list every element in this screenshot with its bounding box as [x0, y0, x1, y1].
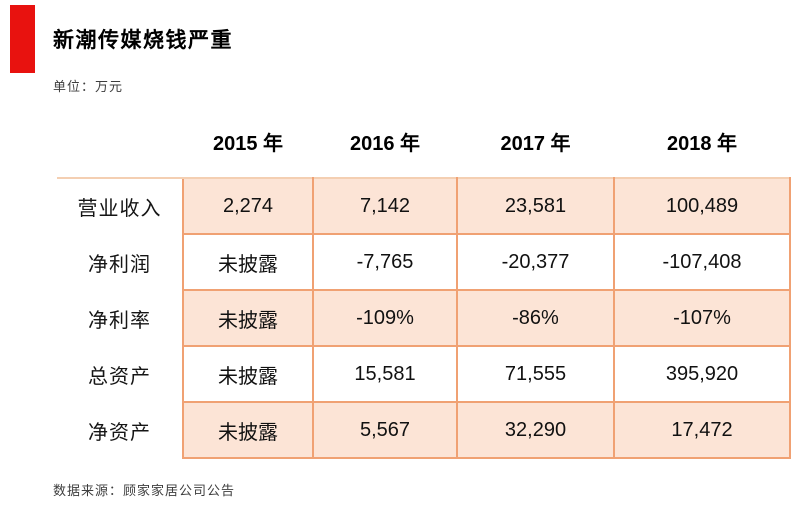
row-label: 净利率 — [57, 290, 183, 346]
table-cell: 23,581 — [456, 177, 615, 235]
row-label: 净利润 — [57, 234, 183, 290]
table-cell: 未披露 — [182, 289, 314, 347]
table-cell: 395,920 — [613, 345, 791, 403]
year-header-row: 2015 年 2016 年 2017 年 2018 年 — [57, 105, 790, 178]
financial-table: 2015 年 2016 年 2017 年 2018 年 营业收入 2,274 7… — [57, 105, 791, 459]
table-cell: 32,290 — [456, 401, 615, 459]
row-label: 总资产 — [57, 346, 183, 402]
table-cell: 未披露 — [182, 233, 314, 291]
table-cell: -86% — [456, 289, 615, 347]
table-cell: 7,142 — [312, 177, 458, 235]
table-cell: 未披露 — [182, 345, 314, 403]
table-cell: 未披露 — [182, 401, 314, 459]
row-label: 营业收入 — [57, 177, 183, 234]
table-cell: 100,489 — [613, 177, 791, 235]
table-cell: -20,377 — [456, 233, 615, 291]
unit-label: 单位：万元 — [53, 79, 124, 94]
row-label: 净资产 — [57, 402, 183, 458]
table-cell: 71,555 — [456, 345, 615, 403]
red-accent-block — [10, 5, 35, 73]
table-cell: 2,274 — [182, 177, 314, 235]
table-row-net-margin: 净利率 未披露 -109% -86% -107% — [57, 289, 791, 347]
table-cell: -109% — [312, 289, 458, 347]
col-header-2017: 2017 年 — [500, 132, 571, 155]
table-cell: -7,765 — [312, 233, 458, 291]
table-row-net-profit: 净利润 未披露 -7,765 -20,377 -107,408 — [57, 233, 791, 291]
table-row-revenue: 营业收入 2,274 7,142 23,581 100,489 — [57, 177, 791, 235]
table-row-net-assets: 净资产 未披露 5,567 32,290 17,472 — [57, 401, 791, 459]
table-cell: -107,408 — [613, 233, 791, 291]
table-cell: 15,581 — [312, 345, 458, 403]
col-header-2016: 2016 年 — [349, 132, 421, 155]
page-title: 新潮传媒烧钱严重 — [53, 29, 233, 52]
table-row-total-assets: 总资产 未披露 15,581 71,555 395,920 — [57, 345, 791, 403]
table-cell: 17,472 — [613, 401, 791, 459]
corner-cell — [57, 105, 183, 178]
table-cell: -107% — [613, 289, 791, 347]
col-header-2015: 2015 年 — [212, 132, 284, 155]
table-cell: 5,567 — [312, 401, 458, 459]
data-source: 数据来源：顾家家居公司公告 — [53, 483, 236, 498]
col-header-2018: 2018 年 — [666, 132, 738, 155]
